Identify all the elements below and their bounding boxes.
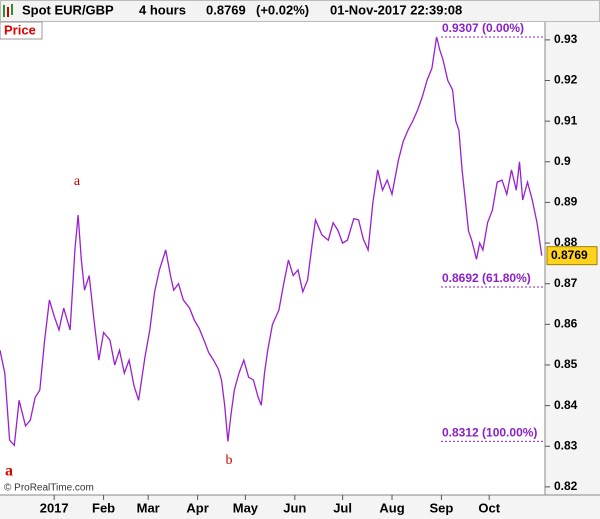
- x-tick-label: Apr: [186, 500, 208, 515]
- y-tick-label: 0.82: [554, 479, 578, 493]
- header-datetime: 01-Nov-2017 22:39:08: [330, 2, 462, 17]
- y-tick-label: 0.9: [554, 154, 571, 168]
- x-tick-label: Jul: [333, 500, 352, 515]
- copyright: © ProRealTime.com: [4, 483, 94, 494]
- last-value-box: [546, 246, 598, 266]
- x-tick-label: Feb: [92, 500, 115, 515]
- price-line: [0, 36, 543, 447]
- header-icon: [11, 4, 13, 15]
- x-tick-label: Oct: [478, 500, 500, 515]
- header-symbol: Spot EUR/GBP: [22, 2, 114, 17]
- x-tick-label: Mar: [137, 500, 160, 515]
- y-tick-label: 0.87: [554, 276, 578, 290]
- header-timeframe: 4 hours: [139, 2, 186, 17]
- y-tick-label: 0.92: [554, 73, 578, 87]
- wave-label: b: [226, 453, 233, 468]
- y-tick-label: 0.88: [554, 235, 578, 249]
- fib-label: 0.9307 (0.00%): [442, 21, 524, 35]
- y-tick-label: 0.83: [554, 438, 578, 452]
- header-change: (+0.02%): [256, 2, 309, 17]
- x-axis-area: [0, 495, 600, 519]
- x-tick-label: Sep: [429, 500, 453, 515]
- header-icon: [3, 5, 5, 17]
- fib-label: 0.8692 (61.80%): [442, 271, 531, 285]
- y-tick-label: 0.86: [554, 317, 578, 331]
- x-tick-label: May: [233, 500, 259, 515]
- wave-label: a: [74, 174, 81, 189]
- y-tick-label: 0.89: [554, 195, 578, 209]
- y-tick-label: 0.84: [554, 398, 578, 412]
- header-price: 0.8769: [206, 2, 246, 17]
- x-tick-label: Jun: [283, 500, 306, 515]
- y-tick-label: 0.85: [554, 357, 578, 371]
- x-tick-label: Aug: [379, 500, 404, 515]
- y-tick-label: 0.91: [554, 113, 578, 127]
- x-tick-label: 2017: [40, 500, 69, 515]
- y-tick-label: 0.93: [554, 32, 578, 46]
- last-value-label: 0.8769: [551, 248, 588, 262]
- panel-label-box: [0, 21, 43, 40]
- wave-label: a: [5, 463, 13, 480]
- header-icon: [7, 7, 9, 17]
- panel-label: Price: [4, 22, 36, 37]
- fib-label: 0.8312 (100.00%): [442, 426, 537, 440]
